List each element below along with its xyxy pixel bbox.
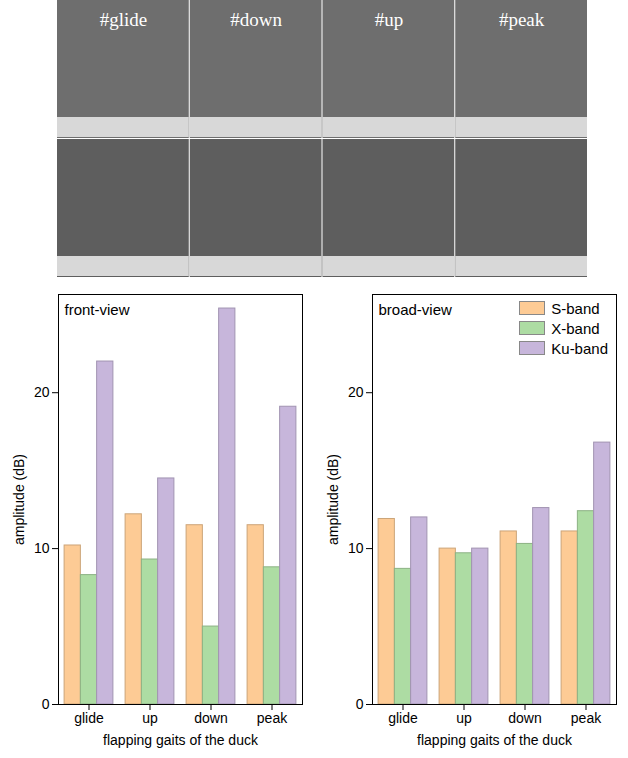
svg-text:glide: glide: [388, 710, 418, 726]
svg-text:front-view: front-view: [65, 301, 130, 318]
svg-text:flapping gaits of the duck: flapping gaits of the duck: [103, 732, 259, 748]
svg-text:10: 10: [348, 540, 364, 556]
svg-text:glide: glide: [74, 710, 104, 726]
svg-text:0: 0: [356, 696, 364, 712]
html-text:S-band: S-band: [551, 299, 600, 317]
svg-text:broad-view: broad-view: [379, 301, 453, 318]
svg-text:amplitude (dB): amplitude (dB): [11, 454, 27, 545]
svg-text:#down: #down: [230, 9, 282, 30]
svg-text:#peak: #peak: [499, 9, 545, 30]
svg-text:20: 20: [34, 384, 50, 400]
html-text:Ku-band: Ku-band: [551, 339, 608, 357]
svg-text:peak: peak: [571, 710, 602, 726]
svg-text:20: 20: [348, 384, 364, 400]
svg-text:0: 0: [42, 696, 50, 712]
svg-text:amplitude (dB): amplitude (dB): [325, 454, 341, 545]
svg-text:#glide: #glide: [100, 9, 148, 30]
svg-text:10: 10: [34, 540, 50, 556]
svg-text:peak: peak: [257, 710, 288, 726]
svg-text:up: up: [142, 710, 158, 726]
svg-text:#up: #up: [375, 9, 404, 30]
svg-text:down: down: [508, 710, 541, 726]
html-text:X-band: X-band: [551, 319, 600, 337]
svg-text:up: up: [456, 710, 472, 726]
svg-text:flapping gaits of the duck: flapping gaits of the duck: [417, 732, 573, 748]
svg-text:down: down: [194, 710, 227, 726]
